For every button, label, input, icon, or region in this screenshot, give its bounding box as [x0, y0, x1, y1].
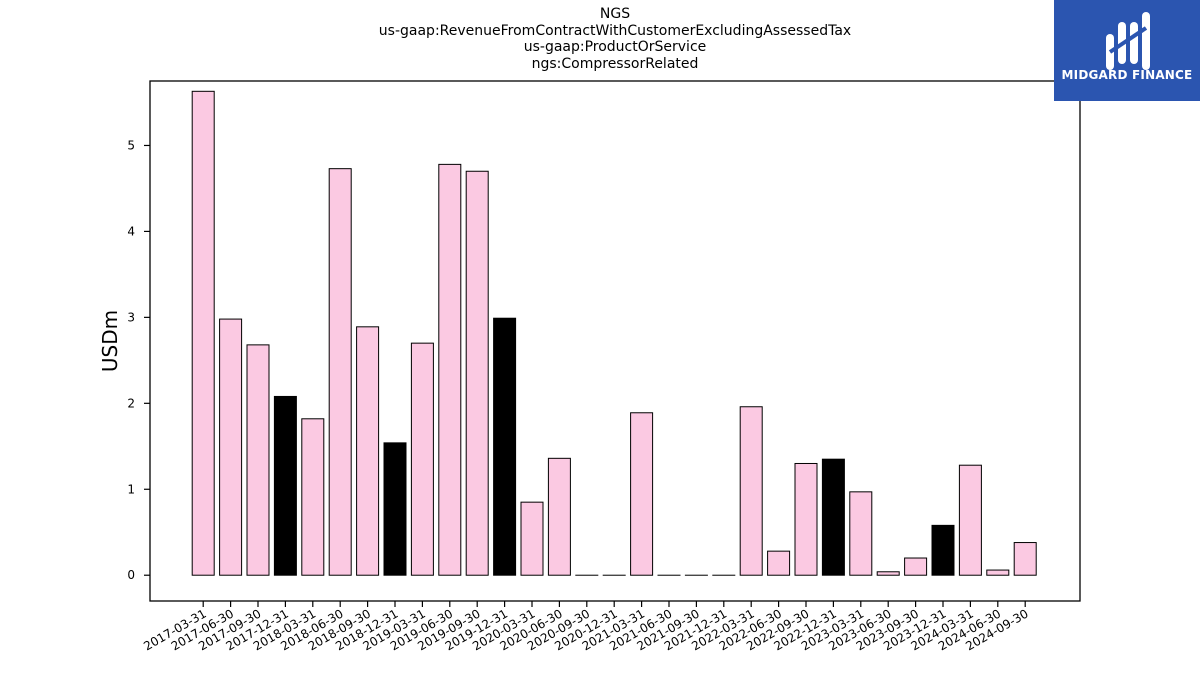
title-line-concept: us-gaap:RevenueFromContractWithCustomerE…: [378, 22, 852, 39]
logo-mark-icon: [1106, 12, 1150, 70]
title-line-member: ngs:CompressorRelated: [531, 55, 699, 72]
bar-2023-06-30: [876, 571, 900, 576]
bar-2017-12-31: [273, 395, 297, 576]
bar-2019-12-31: [493, 317, 517, 576]
bar-2017-09-30: [246, 344, 270, 576]
bar-2018-12-31: [383, 442, 407, 576]
bar-2022-03-31: [739, 406, 763, 576]
bar-2023-03-31: [849, 491, 873, 576]
bar-2020-06-30: [547, 457, 571, 576]
title-line-axis: us-gaap:ProductOrService: [523, 39, 707, 55]
title-line-ticker: NGS: [599, 6, 631, 22]
bar-2023-12-31: [931, 524, 955, 576]
y-tick-label-3: 3: [127, 310, 135, 324]
y-tick-label-4: 4: [127, 224, 135, 238]
bar-2020-03-31: [520, 501, 544, 576]
bar-2022-06-30: [767, 550, 791, 576]
y-tick-label-5: 5: [127, 138, 135, 152]
bar-2023-09-30: [904, 557, 928, 576]
plot-frame: [149, 80, 1081, 602]
y-tick-label-1: 1: [127, 482, 135, 496]
bar-2021-03-31: [630, 412, 654, 576]
bar-2018-09-30: [356, 326, 380, 576]
bar-2017-06-30: [219, 318, 243, 576]
bar-2022-12-31: [821, 458, 845, 576]
y-tick-label-2: 2: [127, 396, 135, 410]
logo-text: MIDGARD FINANCE: [1061, 68, 1193, 82]
bar-2022-09-30: [794, 462, 818, 576]
chart-title: NGS us-gaap:RevenueFromContractWithCusto…: [150, 6, 1080, 72]
bar-2024-09-30: [1013, 542, 1037, 576]
y-tick-label-0: 0: [127, 568, 135, 582]
bar-2017-03-31: [191, 90, 215, 576]
bar-2018-03-31: [301, 418, 325, 576]
bar-2019-03-31: [410, 342, 434, 576]
y-axis-label: USDm: [98, 310, 122, 372]
bar-2019-06-30: [438, 163, 462, 576]
bar-2024-06-30: [986, 569, 1010, 576]
bar-2018-06-30: [328, 168, 352, 576]
bar-2019-09-30: [465, 170, 489, 576]
brand-logo: MIDGARD FINANCE: [1054, 0, 1200, 101]
bar-2024-03-31: [958, 464, 982, 576]
